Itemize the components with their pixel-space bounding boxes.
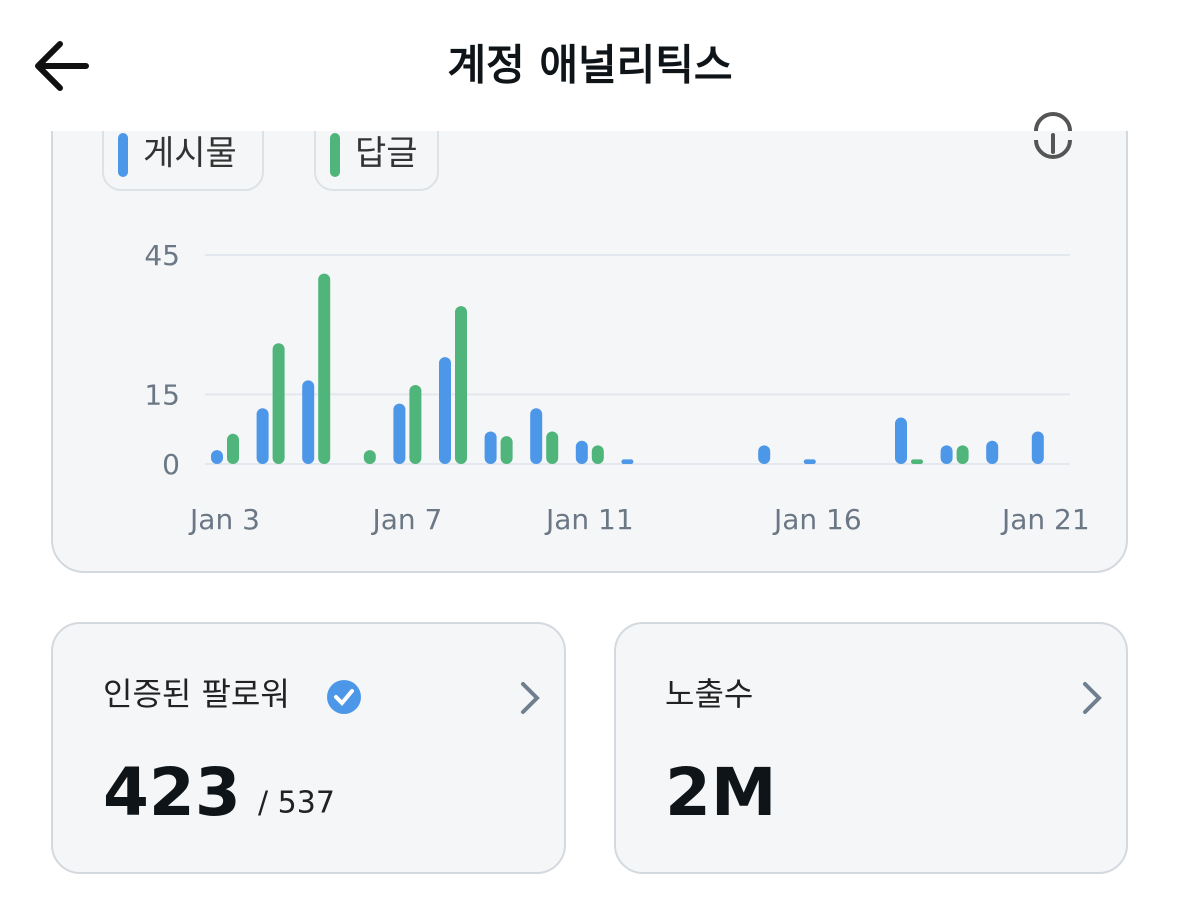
bar	[227, 433, 239, 464]
x-tick-label: Jan 16	[772, 503, 862, 536]
x-tick-label: Jan 21	[1000, 503, 1090, 536]
bar	[895, 417, 907, 464]
chevron	[1083, 682, 1102, 714]
bar	[940, 445, 953, 464]
info-icon[interactable]	[1034, 112, 1072, 159]
bar	[363, 450, 376, 464]
legend-label: 답글	[355, 134, 418, 174]
verified-badge	[327, 680, 361, 714]
chevron	[521, 682, 540, 714]
bar	[455, 306, 467, 464]
chart: 게시물 답글 0 15 45 Jan 3 Jan 7 Jan 11 Jan 16 Jan 21	[118, 133, 1090, 536]
back-button[interactable]	[35, 41, 89, 91]
card-label: 인증된 팔로워	[103, 675, 290, 713]
header	[0, 0, 1179, 131]
bar	[318, 273, 331, 464]
x-tick-label: Jan 11	[544, 503, 634, 536]
bar	[256, 408, 269, 464]
bar	[272, 343, 285, 464]
bar	[211, 450, 223, 464]
badge-check	[334, 689, 354, 706]
bar	[758, 445, 771, 464]
card-value: 2M	[665, 754, 777, 831]
legend-label: 게시물	[143, 134, 237, 174]
bar	[575, 440, 588, 464]
y-tick-label: 0	[162, 448, 180, 481]
card-value: 423	[103, 754, 241, 831]
bar	[986, 440, 999, 464]
legend-swatch	[330, 133, 340, 177]
info-circle	[1034, 112, 1072, 132]
bar	[956, 445, 969, 464]
bar	[591, 445, 604, 464]
bar	[911, 459, 923, 464]
bar	[439, 357, 451, 464]
bar	[530, 408, 543, 464]
bar	[803, 459, 816, 464]
bar	[1031, 431, 1044, 464]
bar	[484, 431, 497, 464]
x-tick-label: Jan 7	[370, 503, 442, 536]
legend-swatch	[118, 133, 128, 177]
y-tick-label: 15	[144, 378, 180, 411]
bar	[621, 459, 634, 464]
y-tick-label: 45	[144, 239, 180, 272]
bar	[393, 403, 406, 464]
bar	[500, 436, 513, 464]
info-circle	[1034, 139, 1072, 159]
impressions-card[interactable]	[614, 622, 1128, 874]
bar	[409, 385, 422, 464]
bar	[546, 431, 559, 464]
card-total: / 537	[258, 786, 335, 821]
page-title: 계정 애널리틱스	[447, 41, 732, 90]
x-tick-label: Jan 3	[188, 503, 260, 536]
bar	[302, 380, 315, 464]
followers-card[interactable]	[51, 622, 566, 874]
card-label: 노출수	[665, 675, 753, 713]
badge	[327, 680, 361, 714]
